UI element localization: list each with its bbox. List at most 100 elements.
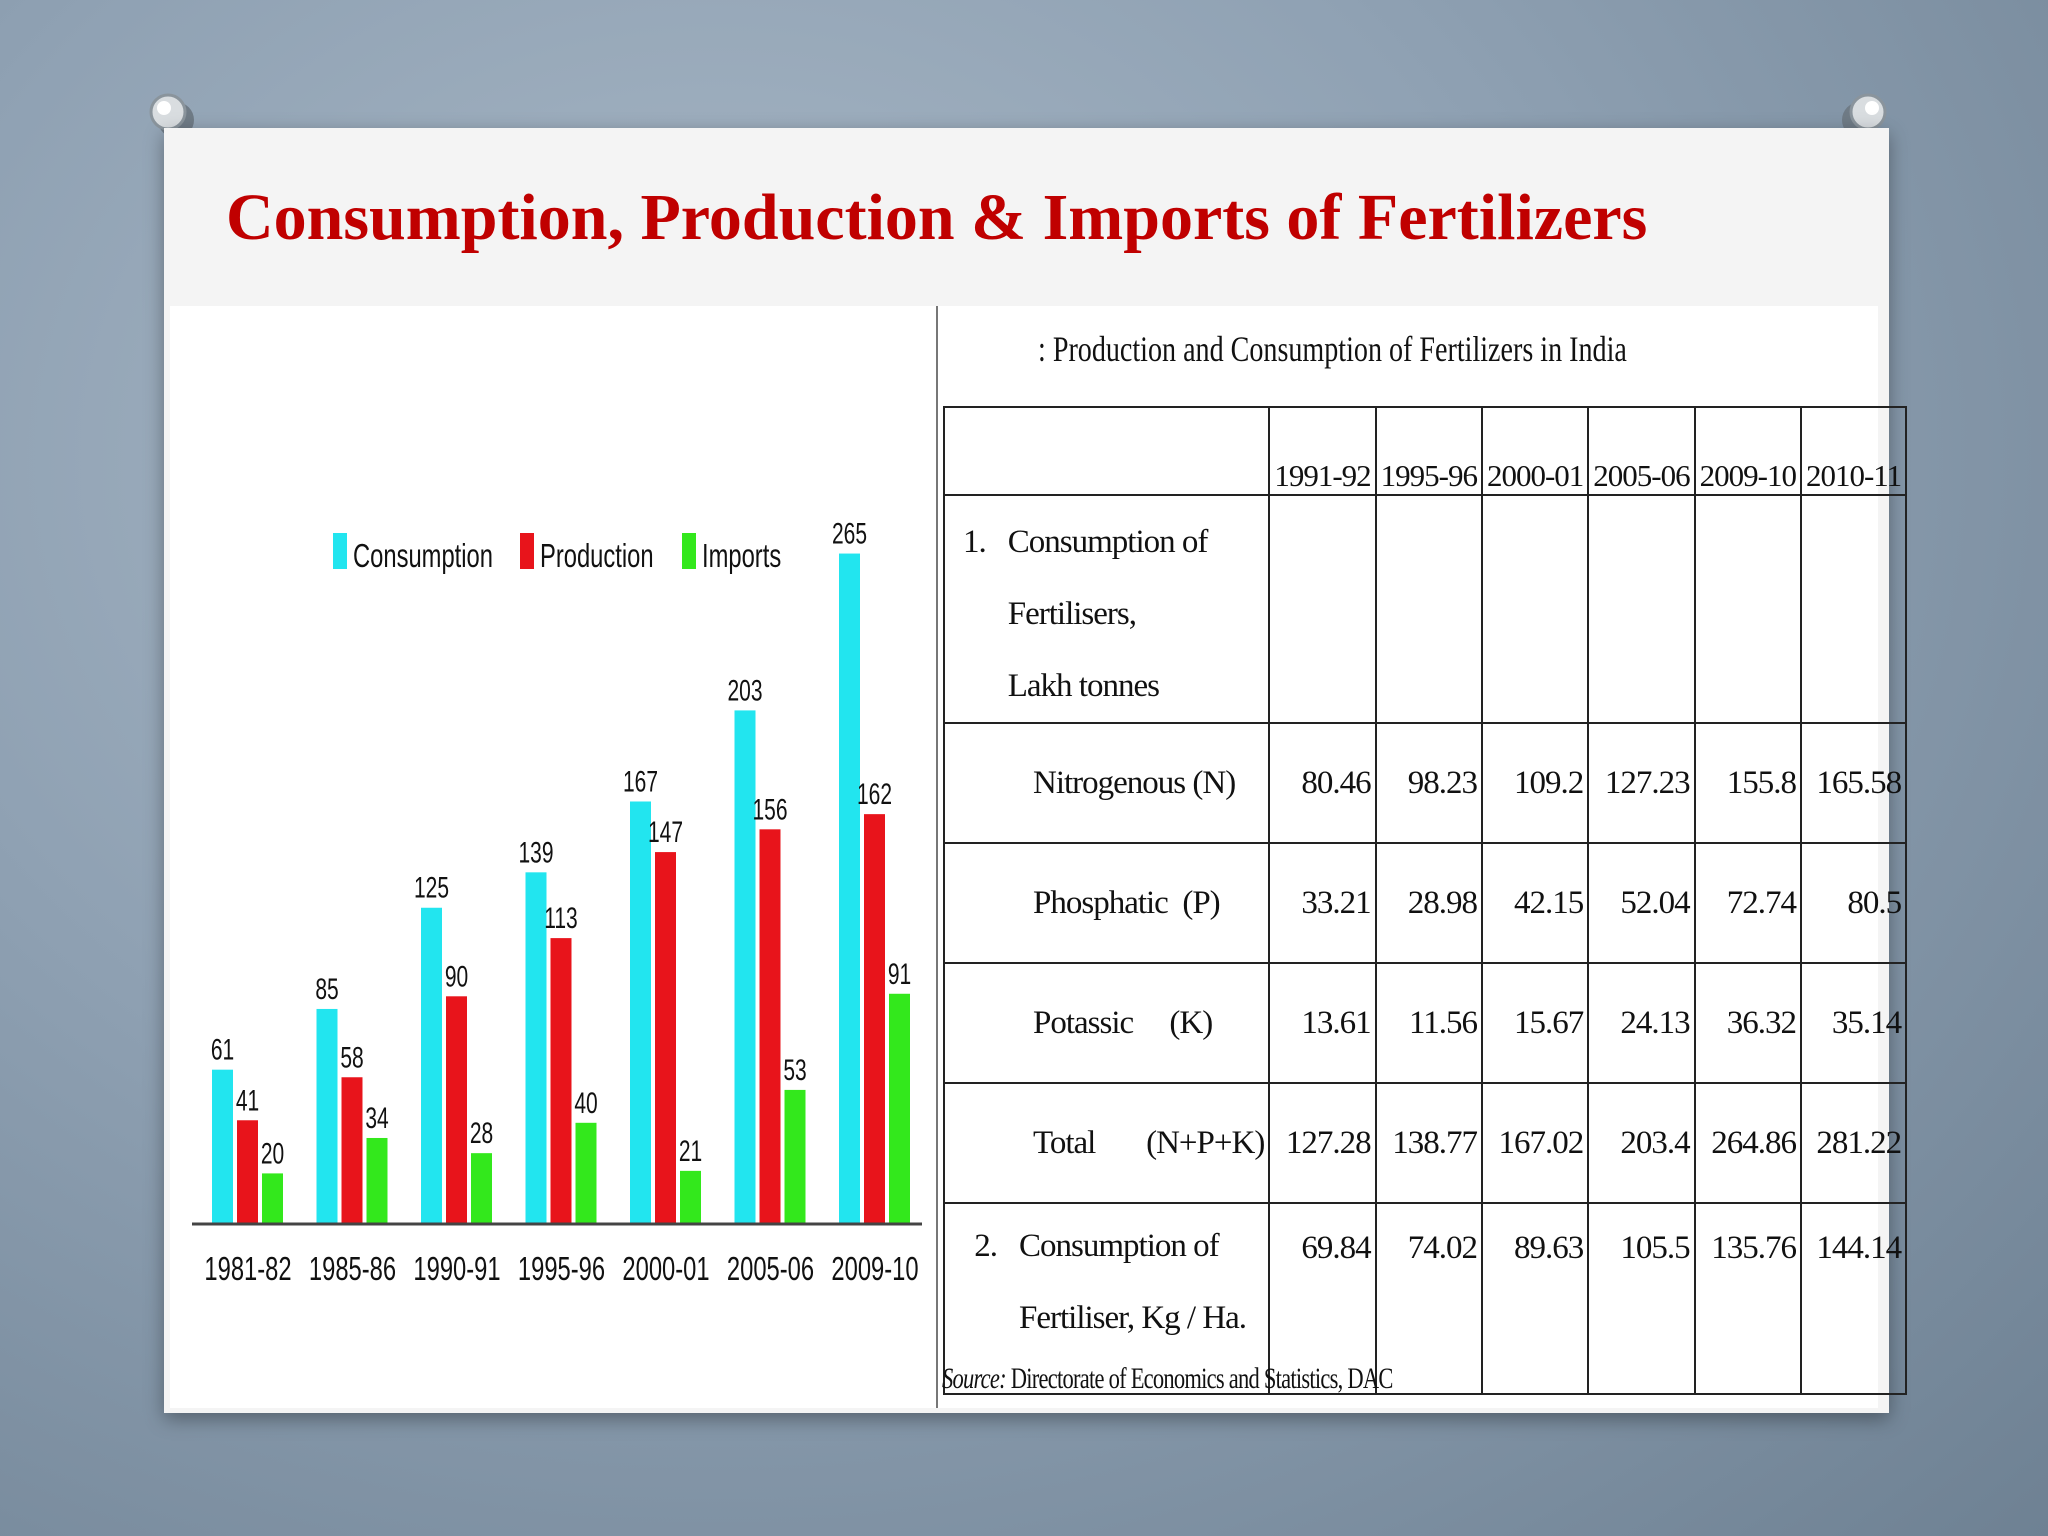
column-header: 1991-92: [1268, 406, 1377, 496]
table-cell: 13.61: [1268, 962, 1377, 1084]
section2-label-line1: Consumption of: [1019, 1228, 1220, 1264]
table-cell: [1480, 494, 1590, 724]
bar-consumption: [525, 872, 547, 1224]
table-cell: 74.02: [1374, 1202, 1483, 1395]
table-cell: 28.98: [1374, 842, 1483, 964]
bar-consumption: [421, 907, 442, 1224]
table-cell: 138.77: [1374, 1082, 1483, 1204]
data-label: 125: [414, 872, 449, 904]
legend-label: Consumption: [353, 538, 493, 575]
table-cell: 24.13: [1587, 962, 1696, 1084]
section1-label-cell: 1. Consumption of Fertilisers, Lakh tonn…: [942, 494, 1271, 724]
table-cell: 15.67: [1480, 962, 1590, 1084]
column-header: 2009-10: [1693, 406, 1802, 496]
data-label: 167: [623, 766, 658, 798]
table-title: : Production and Consumption of Fertiliz…: [1038, 329, 1627, 369]
column-header: 2005-06: [1587, 406, 1696, 496]
bar-imports: [889, 993, 910, 1224]
table-cell: 35.14: [1799, 962, 1908, 1084]
bar-production: [237, 1120, 258, 1224]
data-label: 40: [574, 1087, 597, 1119]
table-header-row: 1991-92 1995-96 2000-01 2005-06 2009-10 …: [942, 406, 1908, 496]
x-tick-label: 1990-91: [413, 1251, 500, 1288]
legend-swatch: [520, 533, 534, 569]
row-label: Potassic (K): [942, 962, 1271, 1084]
table-row: Potassic (K) 13.61 11.56 15.67 24.13 36.…: [942, 962, 1908, 1084]
column-header: 2000-01: [1480, 406, 1590, 496]
table-header-blank: [942, 406, 1271, 496]
bar-production: [655, 852, 676, 1224]
data-label: 203: [727, 675, 762, 707]
table-cell: 135.76: [1693, 1202, 1802, 1395]
bar-imports: [784, 1089, 806, 1224]
table-cell: [1268, 494, 1377, 724]
table-cell: 127.23: [1587, 722, 1696, 844]
data-label: 85: [315, 973, 338, 1005]
data-label: 41: [236, 1085, 259, 1117]
table-cell: 167.02: [1480, 1082, 1590, 1204]
legend-label: Imports: [702, 538, 781, 575]
row-label: Phosphatic (P): [942, 842, 1271, 964]
legend-label: Production: [540, 538, 654, 575]
table-cell: 36.32: [1693, 962, 1802, 1084]
table-row: Nitrogenous (N) 80.46 98.23 109.2 127.23…: [942, 722, 1908, 844]
x-tick-label: 1995-96: [518, 1251, 605, 1288]
x-tick-label: 2000-01: [622, 1251, 709, 1288]
table-section-row: 2. Consumption of Fertiliser, Kg / Ha. 6…: [942, 1202, 1908, 1395]
table-cell: 80.5: [1799, 842, 1908, 964]
bar-imports: [471, 1153, 492, 1224]
data-label: 90: [445, 961, 468, 993]
data-label: 113: [544, 903, 577, 935]
data-label: 91: [888, 958, 911, 990]
data-label: 265: [832, 518, 867, 550]
table-cell: 203.4: [1587, 1082, 1696, 1204]
data-label: 139: [518, 837, 553, 869]
table-cell: 281.22: [1799, 1082, 1908, 1204]
section2-label-line2: Fertiliser, Kg / Ha.: [1019, 1300, 1247, 1336]
data-label: 53: [783, 1054, 806, 1086]
table-cell: 144.14: [1799, 1202, 1908, 1395]
table-cell: 127.28: [1268, 1082, 1377, 1204]
column-header: 1995-96: [1374, 406, 1483, 496]
table-cell: 69.84: [1268, 1202, 1377, 1395]
section2-label-cell: 2. Consumption of Fertiliser, Kg / Ha.: [942, 1202, 1271, 1395]
bar-imports: [366, 1137, 388, 1224]
table-cell: 42.15: [1480, 842, 1590, 964]
bar-production: [864, 814, 885, 1224]
data-label: 156: [752, 794, 787, 826]
data-label: 58: [340, 1042, 363, 1074]
table-cell: 98.23: [1374, 722, 1483, 844]
data-label: 21: [679, 1135, 702, 1167]
section1-label-line1: Consumption of Fertilisers,: [1007, 524, 1209, 632]
table-cell: 109.2: [1480, 722, 1590, 844]
table-cell: [1587, 494, 1696, 724]
bar-production: [341, 1077, 363, 1224]
table-source: Source: Directorate of Economics and Sta…: [942, 1362, 1393, 1396]
data-label: 162: [857, 779, 892, 811]
table-cell: 11.56: [1374, 962, 1483, 1084]
table-row-total: Total (N+P+K) 127.28 138.77 167.02 203.4…: [942, 1082, 1908, 1204]
table-row: Phosphatic (P) 33.21 28.98 42.15 52.04 7…: [942, 842, 1908, 964]
table-cell: 72.74: [1693, 842, 1802, 964]
source-prefix: Source:: [942, 1362, 1007, 1395]
bar-production: [550, 938, 572, 1224]
data-label: 20: [261, 1138, 284, 1170]
bar-chart-panel: Consumption Production Imports 61 41 20 1981-8…: [170, 306, 938, 1408]
bar-consumption: [212, 1069, 233, 1224]
bar-production: [759, 829, 781, 1224]
section2-index: 2.: [974, 1228, 998, 1264]
table-cell: [1693, 494, 1802, 724]
bar-production: [446, 996, 467, 1224]
bar-consumption: [316, 1008, 338, 1224]
data-label: 147: [648, 817, 683, 849]
table-section-row: 1. Consumption of Fertilisers, Lakh tonn…: [942, 494, 1908, 724]
slide-title: Consumption, Production & Imports of Fer…: [226, 181, 1648, 254]
bar-imports: [680, 1170, 701, 1224]
bar-imports: [575, 1122, 597, 1224]
table-cell: 105.5: [1587, 1202, 1696, 1395]
bar-consumption: [734, 710, 756, 1224]
table-cell: 264.86: [1693, 1082, 1802, 1204]
table-cell: 155.8: [1693, 722, 1802, 844]
bar-consumption: [839, 553, 860, 1224]
